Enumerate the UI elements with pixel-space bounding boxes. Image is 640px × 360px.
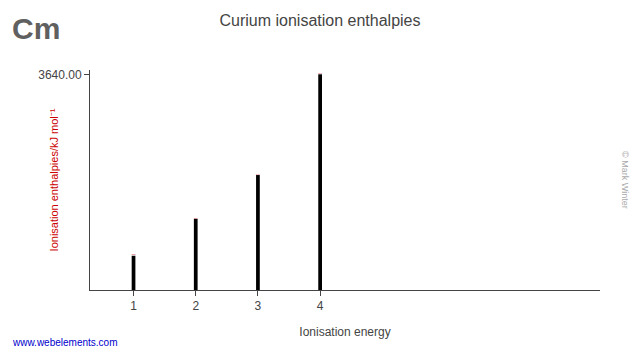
svg-text:3640: 3640 (318, 72, 322, 74)
svg-text:© Mark Winter: © Mark Winter (620, 151, 630, 209)
svg-text:www.webelements.com: www.webelements.com (12, 337, 117, 348)
svg-text:Curium ionisation enthalpies: Curium ionisation enthalpies (220, 12, 421, 29)
svg-text:4: 4 (317, 299, 324, 313)
svg-text:1940: 1940 (256, 173, 260, 175)
svg-text:578: 578 (132, 253, 136, 255)
svg-text:2: 2 (192, 299, 199, 313)
svg-text:Ionisation energy: Ionisation energy (299, 325, 390, 339)
svg-text:3: 3 (255, 299, 262, 313)
svg-text:Ionisation enthalpies/kJ mol⁻¹: Ionisation enthalpies/kJ mol⁻¹ (48, 108, 60, 251)
svg-text:Cm: Cm (12, 12, 60, 45)
svg-text:3640.00: 3640.00 (38, 68, 82, 82)
svg-text:1: 1 (130, 299, 137, 313)
svg-text:1200: 1200 (194, 217, 198, 219)
